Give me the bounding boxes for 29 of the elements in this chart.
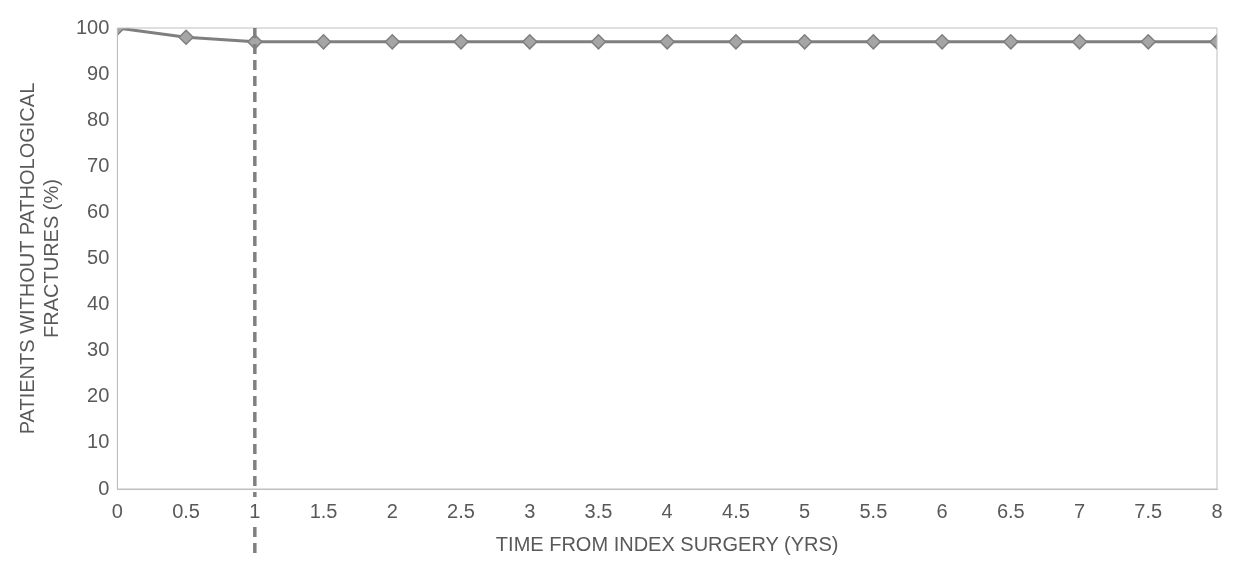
x-tick-label: 3 bbox=[524, 499, 536, 522]
x-tick-label: 6.5 bbox=[996, 499, 1025, 522]
x-tick-label: 5 bbox=[799, 499, 811, 522]
y-tick-label: 50 bbox=[87, 246, 110, 269]
x-tick-label: 2 bbox=[386, 499, 398, 522]
y-tick-label: 40 bbox=[87, 292, 110, 315]
y-tick-label: 100 bbox=[75, 15, 110, 38]
y-axis-title: PATIENTS WITHOUT PATHOLOGICAL FRACTURES (%) bbox=[15, 82, 62, 435]
x-tick-label: 2.5 bbox=[447, 499, 475, 522]
x-tick-label: 4.5 bbox=[722, 499, 750, 522]
x-tick-label: 6 bbox=[936, 499, 948, 522]
x-tick-label: 7 bbox=[1073, 499, 1086, 522]
x-tick-label: 8 bbox=[1211, 499, 1223, 522]
y-tick-label: 80 bbox=[87, 107, 110, 130]
y-tick-label: 60 bbox=[87, 199, 110, 222]
x-tick-label: 1.5 bbox=[309, 499, 338, 522]
x-tick-label: 1 bbox=[249, 499, 261, 522]
x-tick-label: 3.5 bbox=[584, 499, 613, 522]
y-tick-label: 20 bbox=[87, 384, 110, 407]
y-tick-label: 90 bbox=[87, 61, 110, 84]
x-tick-label: 5.5 bbox=[859, 499, 888, 522]
x-tick-label: 0.5 bbox=[172, 499, 200, 522]
x-axis-title: TIME FROM INDEX SURGERY (YRS) bbox=[495, 532, 839, 555]
y-tick-label: 70 bbox=[87, 153, 110, 176]
x-tick-label: 7.5 bbox=[1134, 499, 1163, 522]
x-tick-label: 4 bbox=[661, 499, 673, 522]
y-tick-label: 0 bbox=[98, 476, 110, 499]
y-tick-label: 30 bbox=[87, 338, 110, 361]
y-tick-label: 10 bbox=[87, 430, 110, 453]
